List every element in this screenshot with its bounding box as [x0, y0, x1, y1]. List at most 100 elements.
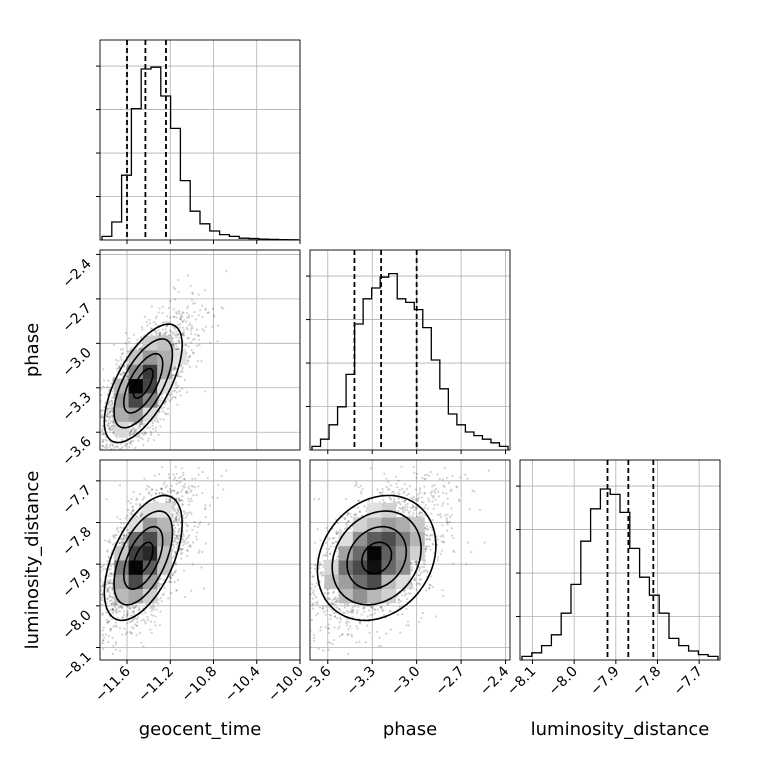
sample-point — [193, 337, 196, 341]
sample-point — [174, 518, 178, 521]
sample-point — [100, 565, 103, 568]
sample-point — [179, 313, 182, 316]
sample-point — [129, 435, 132, 438]
sample-point — [206, 476, 209, 480]
sample-point — [120, 374, 123, 377]
sample-point — [177, 481, 181, 484]
sample-point — [72, 485, 74, 487]
sample-point — [107, 407, 110, 410]
sample-point — [95, 568, 97, 570]
sample-point — [174, 396, 177, 399]
sample-point — [94, 641, 96, 643]
sample-point — [137, 435, 140, 438]
sample-point — [137, 606, 140, 610]
sample-point — [105, 446, 108, 450]
sample-point — [201, 328, 204, 331]
sample-point — [107, 379, 110, 382]
sample-point — [176, 339, 180, 342]
sample-point — [178, 476, 181, 480]
sample-point — [112, 543, 115, 546]
sample-point — [94, 427, 96, 429]
sample-point — [182, 329, 185, 332]
sample-point — [171, 336, 174, 340]
sample-point — [102, 385, 105, 388]
sample-point — [182, 517, 185, 520]
sample-point — [158, 307, 161, 310]
sample-point — [164, 400, 167, 404]
sample-point — [196, 359, 199, 363]
sample-point — [168, 580, 171, 583]
sample-point — [110, 617, 113, 621]
sample-point — [111, 390, 114, 393]
sample-point — [181, 538, 184, 541]
sample-point — [174, 342, 178, 345]
sample-point — [128, 441, 131, 444]
sample-point — [172, 489, 176, 492]
sample-point — [204, 390, 207, 393]
sample-point — [139, 513, 142, 516]
sample-point — [148, 322, 152, 325]
sample-point — [179, 480, 182, 483]
sample-point — [179, 318, 183, 321]
sample-point — [108, 581, 111, 584]
sample-point — [164, 400, 167, 403]
sample-point — [177, 531, 180, 534]
sample-point — [100, 415, 103, 419]
sample-point — [116, 526, 119, 529]
sample-point — [97, 438, 99, 440]
sample-point — [110, 408, 113, 411]
sample-point — [222, 307, 225, 310]
sample-point — [110, 428, 113, 431]
sample-point — [102, 626, 105, 629]
sample-point — [149, 433, 152, 436]
sample-point — [170, 398, 173, 401]
sample-point — [143, 477, 146, 480]
sample-point — [138, 422, 141, 425]
sample-point — [178, 340, 181, 343]
sample-point — [186, 305, 190, 308]
sample-point — [177, 347, 181, 350]
sample-point — [116, 453, 118, 455]
sample-point — [112, 432, 115, 435]
sample-point — [108, 574, 112, 578]
sample-point — [173, 571, 177, 574]
sample-point — [126, 614, 129, 617]
sample-point — [124, 443, 127, 446]
sample-point — [175, 312, 178, 315]
sample-point — [116, 516, 119, 519]
sample-point — [171, 574, 174, 577]
sample-point — [115, 363, 118, 366]
density-cell — [128, 407, 144, 422]
sample-point — [154, 491, 157, 495]
sample-point — [107, 587, 110, 590]
sample-point — [181, 488, 184, 491]
density-cell — [142, 407, 158, 422]
sample-point — [187, 316, 191, 319]
sample-point — [168, 498, 172, 501]
sample-point — [108, 582, 111, 585]
sample-point — [217, 483, 220, 487]
sample-point — [135, 633, 138, 637]
sample-point — [107, 620, 110, 623]
sample-point — [187, 536, 190, 539]
sample-point — [138, 608, 141, 611]
density-cell — [128, 392, 144, 408]
sample-point — [178, 340, 181, 343]
sample-point — [101, 416, 104, 419]
sample-point — [118, 448, 121, 450]
sample-point — [118, 364, 121, 368]
sample-point — [187, 360, 190, 363]
sample-point — [179, 326, 182, 329]
sample-point — [112, 625, 115, 628]
sample-point — [144, 622, 147, 625]
sample-point — [187, 487, 190, 490]
sample-point — [174, 562, 177, 565]
sample-point — [138, 631, 142, 635]
sample-point — [104, 419, 108, 422]
sample-point — [106, 415, 109, 418]
sample-point — [110, 572, 113, 575]
sample-point — [122, 616, 125, 619]
sample-point — [111, 652, 115, 655]
sample-point — [112, 376, 115, 379]
sample-point — [140, 336, 143, 339]
